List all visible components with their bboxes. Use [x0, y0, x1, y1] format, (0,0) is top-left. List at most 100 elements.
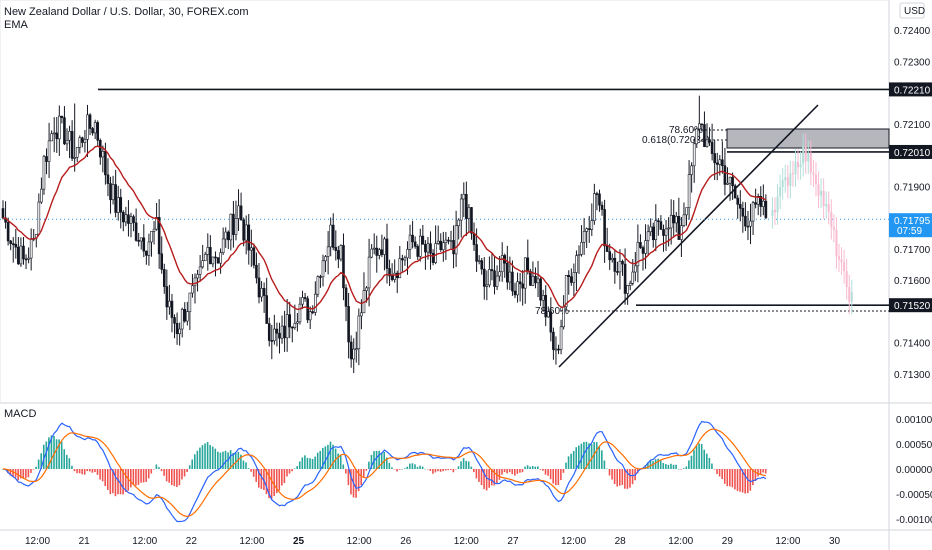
candle: [168, 284, 171, 315]
candle: [672, 200, 676, 238]
macd-hist-bar: [199, 447, 201, 469]
candle: [324, 255, 327, 273]
projection-candle: [832, 214, 835, 243]
price-tick-label: 0.71700: [894, 245, 931, 256]
macd-hist-bar: [434, 469, 437, 473]
macd-hist-bar: [278, 469, 281, 491]
candle: [436, 225, 440, 245]
time-tick-label: 12:00: [132, 536, 157, 547]
macd-hist-bar: [89, 469, 91, 472]
candle: [657, 218, 660, 236]
macd-histogram: [2, 435, 767, 500]
price-axis[interactable]: 0.72400 0.72300 0.72100 0.71900 0.71700 0.716…: [894, 26, 931, 381]
candle: [567, 270, 571, 295]
macd-hist-bar: [234, 453, 237, 469]
candle: [552, 327, 555, 360]
macd-hist-bar: [124, 469, 127, 493]
time-axis[interactable]: 12:00 21 12:00 22 12:00 25 12:00 26 12:00 27 12:00…: [25, 536, 841, 547]
macd-hist-bar: [73, 469, 76, 472]
candle: [152, 221, 156, 245]
macd-hist-bar: [731, 469, 734, 488]
macd-axis[interactable]: 0.00100 0.00050 0.00000 -0.00050 -0.00100: [896, 415, 932, 526]
macd-hist-bar: [537, 466, 539, 469]
macd-hist-bar: [764, 469, 767, 474]
macd-hist-bar: [101, 469, 104, 482]
macd-hist-bar: [557, 469, 560, 486]
candle: [598, 189, 601, 212]
candle: [587, 215, 591, 243]
macd-hist-bar: [96, 469, 99, 475]
candle: [549, 297, 553, 342]
projection-candle: [820, 178, 823, 209]
candle: [314, 281, 317, 316]
candle: [667, 217, 670, 247]
macd-hist-bar: [595, 442, 598, 469]
candle: [700, 123, 704, 131]
macd-hist-bar: [339, 455, 342, 469]
candle: [257, 262, 261, 304]
macd-hist-bar: [657, 458, 659, 469]
candle: [301, 290, 304, 309]
candle: [580, 225, 583, 257]
macd-tick-label: 0.00000: [896, 465, 932, 476]
macd-hist-bar: [114, 469, 117, 497]
candle: [424, 240, 427, 270]
macd-hist-bar: [613, 469, 616, 485]
macd-hist-bar: [296, 466, 298, 469]
macd-hist-bar: [531, 466, 534, 469]
candle: [459, 193, 463, 238]
macd-hist-bar: [9, 469, 12, 476]
macd-hist-bar: [214, 448, 217, 469]
macd-hist-bar: [519, 469, 521, 473]
macd-hist-bar: [629, 469, 631, 488]
macd-hist-bar: [716, 469, 718, 475]
candle: [444, 232, 448, 260]
rising-trendline[interactable]: [558, 104, 819, 368]
candle: [749, 203, 752, 245]
candle: [17, 237, 20, 265]
projection-candle: [809, 140, 812, 186]
macd-hist-bar: [391, 467, 393, 469]
macd-hist-bar: [447, 469, 450, 471]
candle: [708, 127, 711, 146]
macd-hist-bar: [746, 469, 749, 494]
macd-hist-bar: [416, 467, 419, 469]
macd-hist-bar: [222, 451, 224, 469]
candle: [111, 175, 115, 205]
macd-hist-bar: [498, 469, 501, 480]
projection-candle: [835, 217, 838, 269]
candle: [129, 212, 133, 238]
candle: [109, 176, 112, 214]
macd-hist-bar: [514, 469, 516, 476]
candle: [209, 235, 212, 265]
macd-hist-bar: [603, 460, 606, 469]
candle: [290, 326, 294, 343]
macd-hist-bar: [542, 469, 544, 471]
macd-hist-bar: [50, 435, 53, 469]
macd-hist-bar: [552, 469, 554, 484]
macd-hist-bar: [99, 469, 101, 480]
currency-badge[interactable]: [899, 2, 925, 19]
candle: [513, 282, 517, 299]
macd-hist-bar: [227, 452, 229, 469]
macd-hist-bar: [378, 450, 380, 469]
candle: [114, 169, 117, 218]
macd-hist-bar: [670, 463, 672, 469]
candle: [488, 256, 491, 288]
macd-hist-bar: [191, 459, 194, 469]
signal-line: [2, 428, 767, 518]
macd-hist-bar: [516, 469, 519, 474]
projection-candle: [848, 274, 851, 315]
candle: [73, 103, 76, 172]
macd-hist-bar: [560, 469, 562, 481]
candle: [690, 162, 693, 193]
macd-hist-bar: [606, 468, 608, 470]
macd-hist-bar: [442, 469, 444, 472]
candle: [83, 130, 87, 153]
macd-hist-bar: [411, 463, 414, 469]
macd-hist-bar: [450, 469, 452, 470]
candles[interactable]: [1, 95, 768, 374]
macd-hist-bar: [27, 469, 30, 478]
candle: [101, 145, 105, 173]
